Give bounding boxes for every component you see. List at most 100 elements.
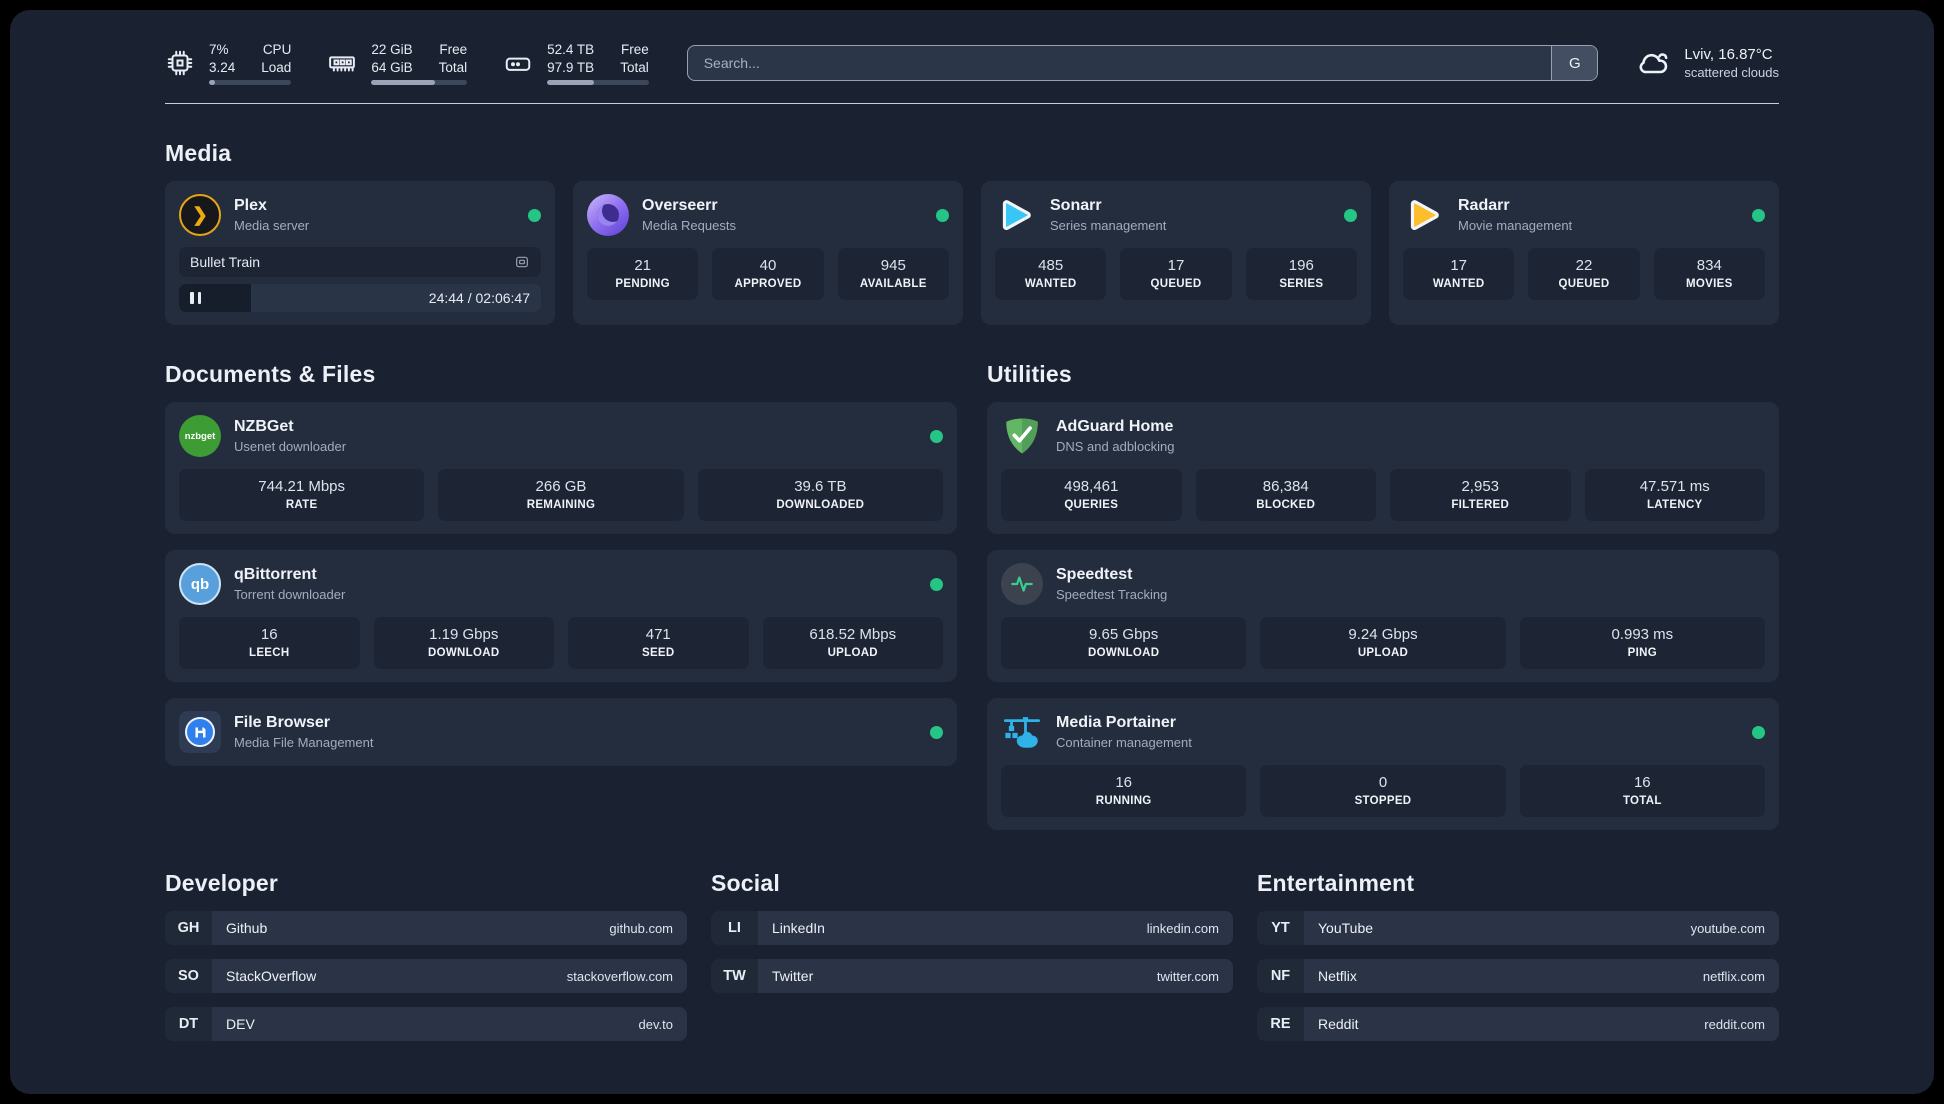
filebrowser-icon bbox=[179, 711, 221, 753]
weather-widget[interactable]: Lviv, 16.87°C scattered clouds bbox=[1636, 45, 1779, 81]
bookmark-abbr: TW bbox=[711, 959, 758, 993]
app-description: Torrent downloader bbox=[234, 587, 346, 602]
app-card-plex[interactable]: ❯ Plex Media server Bullet Train 24:44 /… bbox=[165, 181, 555, 325]
ram-free-value: 22 GiB bbox=[371, 41, 413, 57]
app-card-sonarr[interactable]: Sonarr Series management 485 WANTED 17 QUE… bbox=[981, 181, 1371, 325]
screen-icon bbox=[516, 256, 528, 268]
app-card-radarr[interactable]: Radarr Movie management 17 WANTED 22 QUEUE… bbox=[1389, 181, 1779, 325]
sonarr-icon bbox=[1002, 200, 1031, 230]
disk-free-label: Free bbox=[620, 41, 649, 57]
system-stats: 7% 3.24 CPU Load bbox=[165, 41, 649, 86]
bookmark-abbr: GH bbox=[165, 911, 212, 945]
bookmark-name: LinkedIn bbox=[772, 920, 825, 936]
section-title-documents: Documents & Files bbox=[165, 361, 376, 387]
app-card-adguard[interactable]: AdGuard Home DNS and adblocking 498,461 Q… bbox=[987, 402, 1779, 534]
ram-total-value: 64 GiB bbox=[371, 59, 413, 75]
app-name: AdGuard Home bbox=[1056, 418, 1174, 435]
app-description: Speedtest Tracking bbox=[1056, 587, 1168, 602]
bookmark-abbr: YT bbox=[1257, 911, 1304, 945]
adguard-icon bbox=[1006, 418, 1038, 454]
disk-total-value: 97.9 TB bbox=[547, 59, 595, 75]
search-engine-button[interactable]: G bbox=[1551, 46, 1598, 80]
bookmark-stackoverflow[interactable]: SO StackOverflow stackoverflow.com bbox=[165, 959, 687, 993]
bookmark-section-social: Social LI LinkedIn linkedin.com TW Twitte… bbox=[711, 870, 1233, 1055]
stat-queued: 17 QUEUED bbox=[1120, 248, 1232, 300]
bookmark-youtube[interactable]: YT YouTube youtube.com bbox=[1257, 911, 1779, 945]
app-name: Speedtest bbox=[1056, 566, 1133, 583]
qbittorrent-icon: qb bbox=[179, 563, 221, 605]
bookmark-github[interactable]: GH Github github.com bbox=[165, 911, 687, 945]
nzbget-icon: nzbget bbox=[179, 415, 221, 457]
bookmark-name: Twitter bbox=[772, 968, 814, 984]
app-description: Usenet downloader bbox=[234, 439, 347, 454]
header-divider bbox=[165, 103, 1779, 104]
stat-queued: 22 QUEUED bbox=[1528, 248, 1640, 300]
stat-blocked: 86,384 BLOCKED bbox=[1195, 469, 1376, 521]
app-card-filebrowser[interactable]: File Browser Media File Management bbox=[165, 698, 957, 766]
app-description: Series management bbox=[1050, 218, 1167, 233]
cpu-icon bbox=[167, 50, 193, 76]
stat-upload: 618.52 Mbps UPLOAD bbox=[762, 617, 943, 669]
stat-rate: 744.21 Mbps RATE bbox=[179, 469, 425, 521]
disk-total-label: Total bbox=[620, 59, 649, 75]
now-playing-title: Bullet Train bbox=[190, 254, 261, 270]
bookmark-name: Netflix bbox=[1318, 968, 1357, 984]
bookmark-abbr: SO bbox=[165, 959, 212, 993]
bookmark-section-entertainment: Entertainment YT YouTube youtube.com NF N… bbox=[1257, 870, 1779, 1055]
cpu-percent: 7% bbox=[209, 41, 229, 57]
app-card-overseerr[interactable]: Overseerr Media Requests 21 PENDING 40 APP… bbox=[573, 181, 963, 325]
app-description: Media server bbox=[234, 218, 310, 233]
app-name: Sonarr bbox=[1050, 197, 1102, 214]
pause-icon[interactable] bbox=[190, 292, 201, 304]
floppy-icon bbox=[195, 727, 205, 737]
media-card-row: ❯ Plex Media server Bullet Train 24:44 /… bbox=[165, 181, 1779, 325]
playback-progress-bar[interactable]: 24:44 / 02:06:47 bbox=[179, 284, 541, 312]
stat-series: 196 SERIES bbox=[1245, 248, 1357, 300]
bookmark-netflix[interactable]: NF Netflix netflix.com bbox=[1257, 959, 1779, 993]
app-name: NZBGet bbox=[234, 418, 294, 435]
app-card-portainer[interactable]: Media Portainer Container management 16 R… bbox=[987, 698, 1779, 830]
playback-time: 24:44 / 02:06:47 bbox=[428, 290, 530, 306]
bookmark-name: StackOverflow bbox=[226, 968, 317, 984]
bookmark-section-developer: Developer GH Github github.com SO StackOv… bbox=[165, 870, 687, 1055]
ram-free-label: Free bbox=[439, 41, 468, 57]
search-input[interactable] bbox=[687, 46, 1552, 80]
bookmark-linkedin[interactable]: LI LinkedIn linkedin.com bbox=[711, 911, 1233, 945]
stat-total: 16 TOTAL bbox=[1519, 765, 1765, 817]
status-dot bbox=[936, 208, 949, 222]
disk-progress-bar bbox=[547, 80, 649, 86]
stat-downloaded: 39.6 TB DOWNLOADED bbox=[697, 469, 943, 521]
cloud-icon bbox=[1639, 53, 1668, 74]
bookmark-dev[interactable]: DT DEV dev.to bbox=[165, 1007, 687, 1041]
stat-wanted: 17 WANTED bbox=[1403, 248, 1515, 300]
app-name: Media Portainer bbox=[1056, 714, 1177, 731]
bookmark-reddit[interactable]: RE Reddit reddit.com bbox=[1257, 1007, 1779, 1041]
stat-download: 1.19 Gbps DOWNLOAD bbox=[373, 617, 554, 669]
status-dot bbox=[930, 429, 943, 443]
bookmark-abbr: RE bbox=[1257, 1007, 1304, 1041]
weather-condition: scattered clouds bbox=[1684, 65, 1779, 80]
bookmark-url: youtube.com bbox=[1690, 920, 1765, 936]
radarr-icon bbox=[1410, 200, 1439, 230]
app-name: Plex bbox=[234, 197, 267, 214]
stat-wanted: 485 WANTED bbox=[995, 248, 1107, 300]
cpu-stat: 7% 3.24 CPU Load bbox=[165, 41, 292, 86]
disk-free-value: 52.4 TB bbox=[547, 41, 595, 57]
stat-download: 9.65 Gbps DOWNLOAD bbox=[1001, 617, 1247, 669]
stat-approved: 40 APPROVED bbox=[712, 248, 824, 300]
bookmark-url: reddit.com bbox=[1704, 1016, 1765, 1032]
app-card-speedtest[interactable]: Speedtest Speedtest Tracking 9.65 Gbps DO… bbox=[987, 550, 1779, 682]
stat-remaining: 266 GB REMAINING bbox=[438, 469, 684, 521]
section-title-utilities: Utilities bbox=[987, 361, 1072, 387]
app-card-qbittorrent[interactable]: qb qBittorrent Torrent downloader 16 LEEC… bbox=[165, 550, 957, 682]
section-title-entertainment: Entertainment bbox=[1257, 870, 1415, 896]
bookmark-url: netflix.com bbox=[1702, 968, 1765, 984]
bookmark-abbr: LI bbox=[711, 911, 758, 945]
bookmark-twitter[interactable]: TW Twitter twitter.com bbox=[711, 959, 1233, 993]
stat-seed: 471 SEED bbox=[568, 617, 749, 669]
ram-icon bbox=[329, 56, 356, 72]
app-card-nzbget[interactable]: nzbget NZBGet Usenet downloader 744.21 M… bbox=[165, 402, 957, 534]
cpu-load-value: 3.24 bbox=[209, 59, 236, 75]
bookmark-name: DEV bbox=[226, 1016, 255, 1032]
section-title-developer: Developer bbox=[165, 870, 279, 896]
